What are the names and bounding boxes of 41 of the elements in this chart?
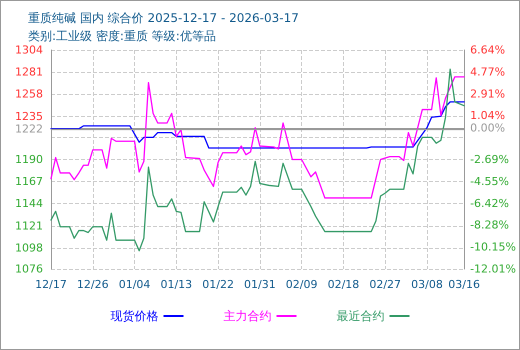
y2-tick-label: -8.28% xyxy=(470,218,510,232)
line-series xyxy=(50,101,465,149)
legend-label: 最近合约 xyxy=(336,309,384,323)
y-tick-label: 1098 xyxy=(15,241,43,254)
x-tick-label: 02/18 xyxy=(328,278,360,291)
x-tick-label: 12/26 xyxy=(76,278,109,291)
chart-subtitle: 类别:工业级 密度:重质 等级:优等品 xyxy=(28,29,216,43)
y2-tick-label: 6.64% xyxy=(470,44,506,56)
legend-label: 现货价格 xyxy=(110,309,158,323)
y2-tick-label: -10.15% xyxy=(470,240,516,254)
x-tick-label: 02/27 xyxy=(369,278,402,291)
x-tick-label: 03/08 xyxy=(411,278,443,291)
y-tick-label: 1076 xyxy=(15,262,43,276)
y2-tick-label: 4.77% xyxy=(470,65,506,78)
y-tick-label: 1281 xyxy=(15,66,43,79)
y2-tick-label: -2.69% xyxy=(470,153,510,166)
y2-tick-label: 1.04% xyxy=(470,109,506,122)
x-tick-label: 01/04 xyxy=(118,278,150,291)
x-tick-label: 12/17 xyxy=(35,278,67,291)
y-tick-label: 1258 xyxy=(15,88,43,101)
x-tick-label: 03/16 xyxy=(448,278,480,291)
y-tick-label: 1144 xyxy=(15,197,43,210)
y2-tick-label: 0.00% xyxy=(470,121,506,134)
y2-tick-label: -6.42% xyxy=(470,196,510,210)
x-tick-label: 01/22 xyxy=(202,278,234,291)
y-tick-label: 1235 xyxy=(15,110,43,123)
y-tick-label: 1121 xyxy=(15,219,43,232)
chart-title: 重质纯碱 国内 综合价 2025-12-17 - 2026-03-17 xyxy=(28,11,299,25)
line-series xyxy=(50,76,465,199)
line-series xyxy=(50,68,465,252)
y-tick-label: 1222 xyxy=(15,122,43,136)
legend-label: 主力合约 xyxy=(224,309,272,323)
x-tick-label: 01/13 xyxy=(160,278,192,291)
y-tick-label: 1190 xyxy=(15,153,43,166)
y-tick-label: 1167 xyxy=(15,175,43,188)
x-tick-label: 02/09 xyxy=(286,278,318,291)
y2-tick-label: -4.55% xyxy=(470,174,510,188)
y-tick-label: 1304 xyxy=(15,44,43,56)
x-tick-label: 01/31 xyxy=(244,278,276,291)
y2-tick-label: -12.01% xyxy=(470,262,516,276)
y2-tick-label: 2.91% xyxy=(470,87,506,100)
